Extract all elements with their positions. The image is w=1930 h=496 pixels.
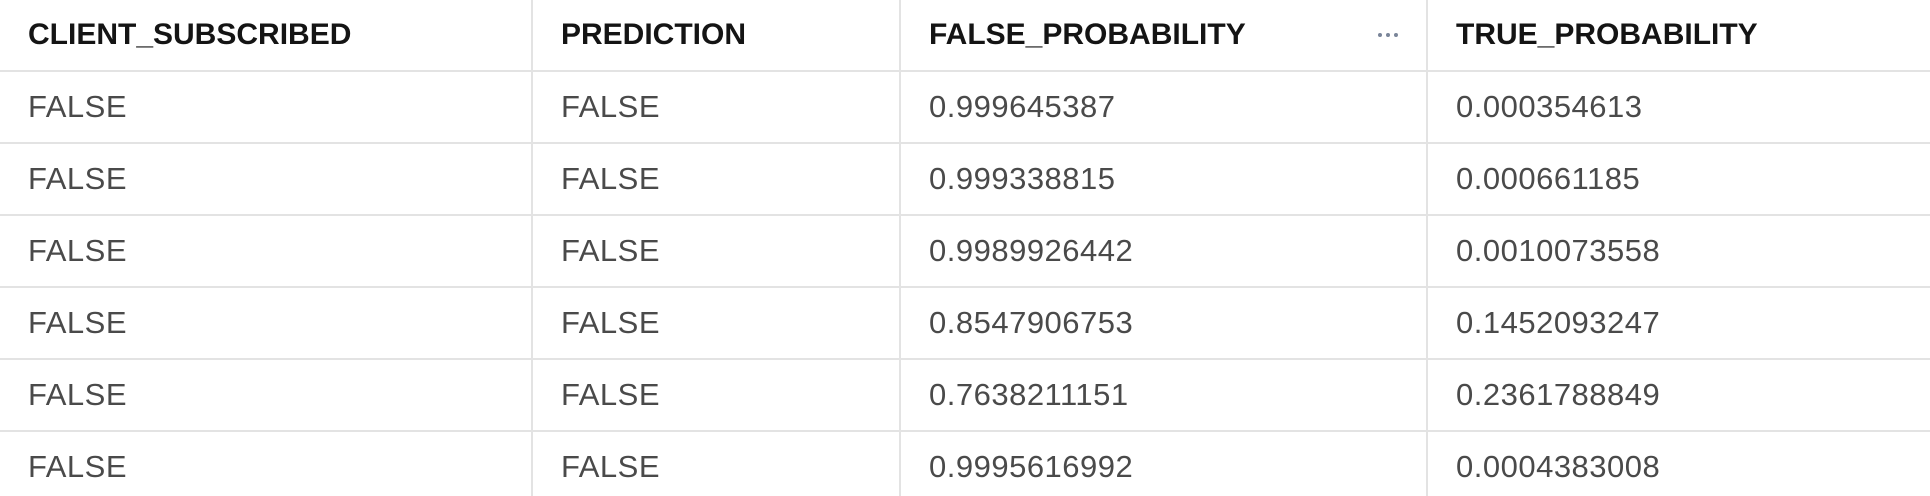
table-row[interactable]: FALSE FALSE 0.7638211151 0.2361788849 — [0, 359, 1930, 432]
cell-client-subscribed[interactable]: FALSE — [0, 359, 533, 432]
cell-prediction[interactable]: FALSE — [532, 359, 901, 432]
column-header-true-probability[interactable]: TRUE_PROBABILITY — [1427, 0, 1930, 72]
cell-true-probability[interactable]: 0.0004383008 — [1427, 431, 1930, 496]
cell-true-probability[interactable]: 0.2361788849 — [1427, 359, 1930, 432]
cell-client-subscribed[interactable]: FALSE — [0, 287, 533, 360]
column-header-client-subscribed[interactable]: CLIENT_SUBSCRIBED — [0, 0, 533, 72]
cell-true-probability[interactable]: 0.1452093247 — [1427, 287, 1930, 360]
header-row: CLIENT_SUBSCRIBED PREDICTION FALSE_PROBA… — [0, 0, 1930, 72]
table-row[interactable]: FALSE FALSE 0.999645387 0.000354613 — [0, 71, 1930, 144]
cell-client-subscribed[interactable]: FALSE — [0, 215, 533, 288]
column-header-prediction[interactable]: PREDICTION — [532, 0, 901, 72]
cell-false-probability[interactable]: 0.9989926442 — [900, 215, 1428, 288]
column-header-label: FALSE_PROBABILITY — [929, 18, 1246, 51]
cell-prediction[interactable]: FALSE — [532, 71, 901, 144]
table-row[interactable]: FALSE FALSE 0.999338815 0.000661185 — [0, 143, 1930, 216]
cell-false-probability[interactable]: 0.7638211151 — [900, 359, 1428, 432]
cell-prediction[interactable]: FALSE — [532, 287, 901, 360]
table-row[interactable]: FALSE FALSE 0.9995616992 0.0004383008 — [0, 431, 1930, 496]
cell-prediction[interactable]: FALSE — [532, 431, 901, 496]
table-row[interactable]: FALSE FALSE 0.9989926442 0.0010073558 — [0, 215, 1930, 288]
cell-false-probability[interactable]: 0.9995616992 — [900, 431, 1428, 496]
cell-true-probability[interactable]: 0.000661185 — [1427, 143, 1930, 216]
cell-prediction[interactable]: FALSE — [532, 215, 901, 288]
cell-false-probability[interactable]: 0.999338815 — [900, 143, 1428, 216]
cell-false-probability[interactable]: 0.999645387 — [900, 71, 1428, 144]
table-row[interactable]: FALSE FALSE 0.8547906753 0.1452093247 — [0, 287, 1930, 360]
more-horizontal-icon[interactable] — [1376, 27, 1400, 43]
cell-false-probability[interactable]: 0.8547906753 — [900, 287, 1428, 360]
cell-client-subscribed[interactable]: FALSE — [0, 431, 533, 496]
column-header-label: TRUE_PROBABILITY — [1456, 18, 1758, 51]
cell-true-probability[interactable]: 0.0010073558 — [1427, 215, 1930, 288]
column-header-false-probability[interactable]: FALSE_PROBABILITY — [900, 0, 1428, 72]
cell-client-subscribed[interactable]: FALSE — [0, 143, 533, 216]
cell-client-subscribed[interactable]: FALSE — [0, 71, 533, 144]
column-header-label: CLIENT_SUBSCRIBED — [28, 18, 352, 51]
column-header-label: PREDICTION — [561, 18, 747, 51]
cell-true-probability[interactable]: 0.000354613 — [1427, 71, 1930, 144]
cell-prediction[interactable]: FALSE — [532, 143, 901, 216]
